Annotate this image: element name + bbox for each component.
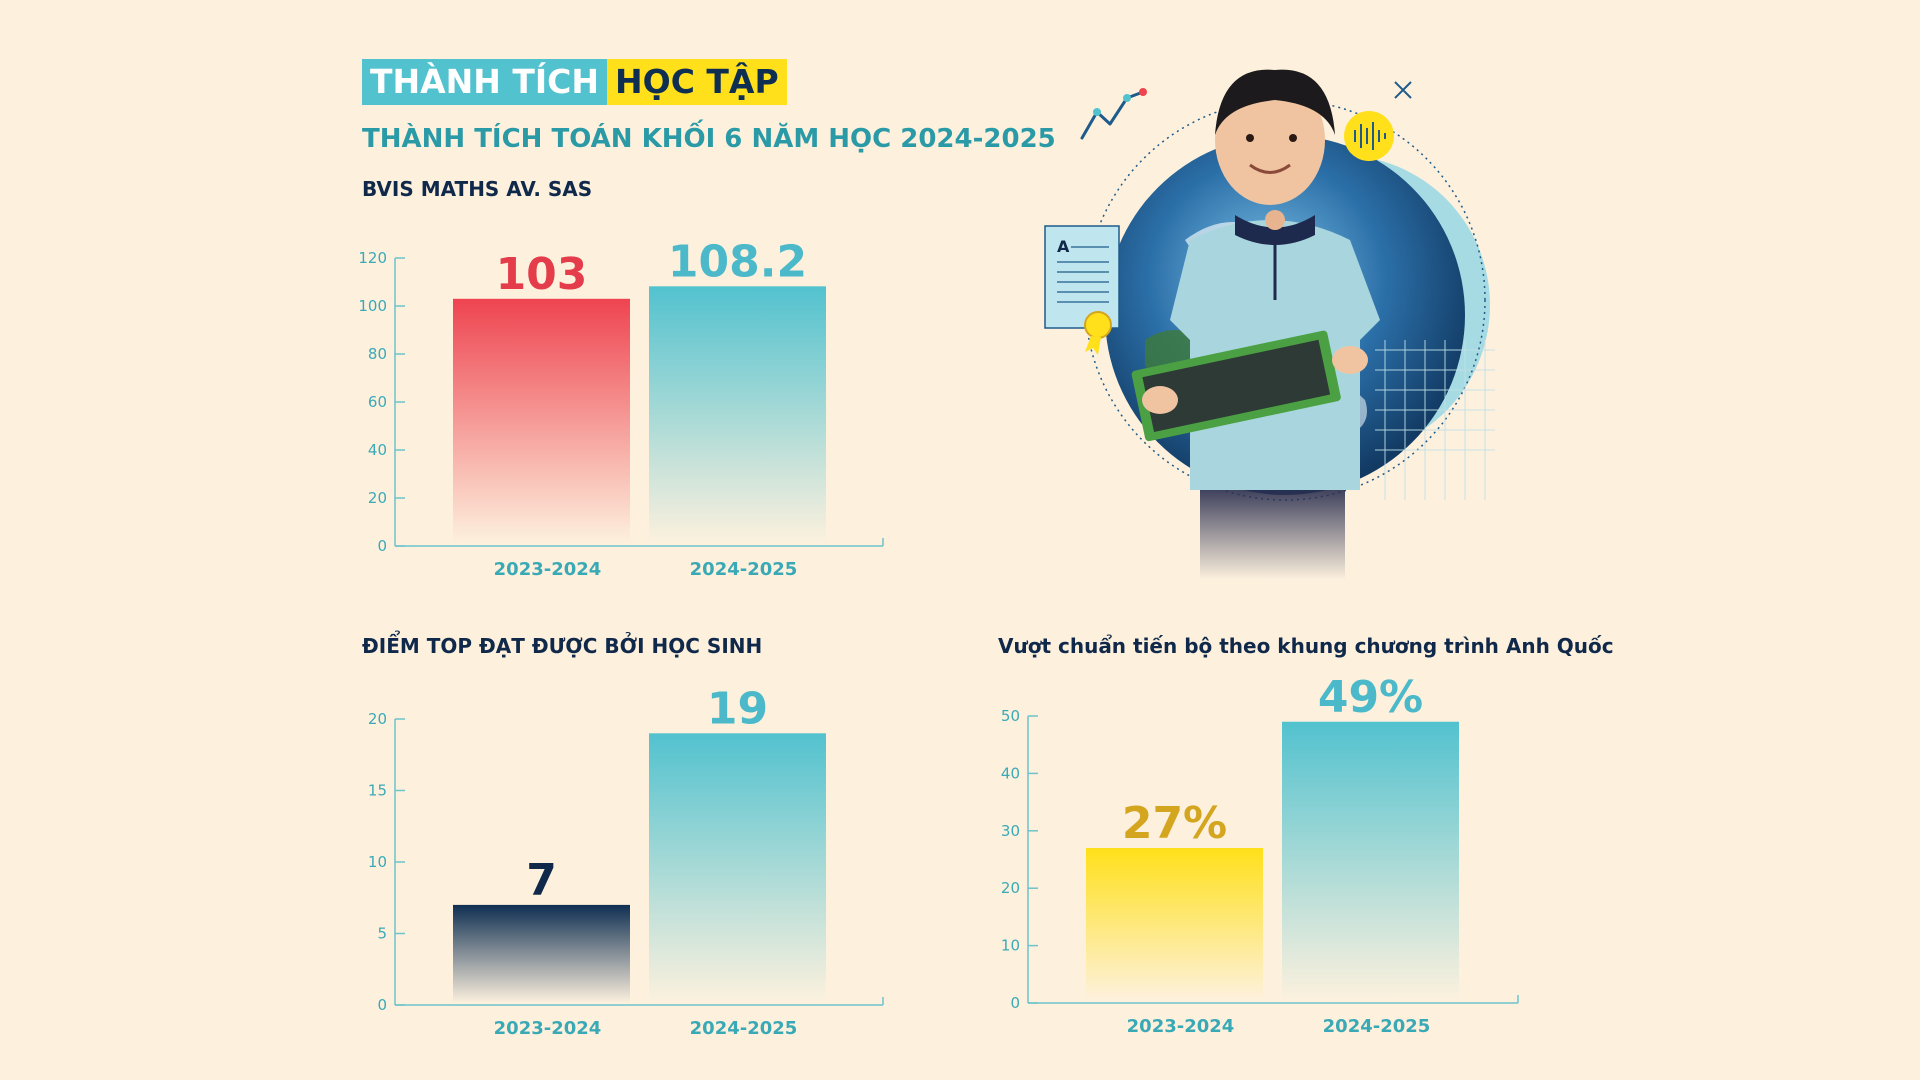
y-tick-label: 100: [358, 297, 387, 315]
y-tick-label: 50: [1001, 707, 1020, 725]
data-label: 7: [526, 855, 557, 906]
award-ribbon-icon: [1084, 311, 1112, 339]
chart-title-progress: Vượt chuẩn tiến bộ theo khung chương trì…: [998, 634, 1614, 658]
x-category-label: 2024-2025: [690, 1018, 798, 1039]
data-label: 103: [496, 249, 588, 300]
page-title: THÀNH TÍCH HỌC TẬP: [362, 59, 787, 105]
y-tick-label: 15: [368, 782, 387, 800]
bar-chart-progress: 0 10 20 30 40 50 27% 2023-2024 49% 2024-2025: [1001, 672, 1519, 1037]
student-photo: [1131, 69, 1380, 580]
chart-title-sas: BVIS MATHS AV. SAS: [362, 177, 593, 201]
title-part-achievement: THÀNH TÍCH: [362, 59, 608, 105]
x-category-label: 2024-2025: [1323, 1016, 1431, 1037]
bar-2023-2024: [453, 904, 630, 1003]
y-tick-label: 5: [377, 925, 387, 943]
data-label: 19: [707, 683, 768, 734]
x-category-label: 2023-2024: [494, 559, 602, 580]
y-tick-label: 120: [358, 249, 387, 267]
student-illustration: A: [1044, 69, 1495, 580]
sound-wave-icon: [1344, 111, 1394, 161]
y-tick-label: 0: [1010, 994, 1020, 1012]
data-label: 27%: [1122, 798, 1227, 849]
data-label: 108.2: [668, 236, 807, 287]
y-tick-label: 10: [368, 853, 387, 871]
page-subtitle: THÀNH TÍCH TOÁN KHỐI 6 NĂM HỌC 2024-2025: [362, 124, 1056, 154]
bar-2024-2025: [649, 286, 826, 544]
y-tick-label: 30: [1001, 822, 1020, 840]
y-tick-label: 10: [1001, 937, 1020, 955]
title-part-learning: HỌC TẬP: [607, 59, 787, 105]
grid-pattern: [1375, 340, 1495, 500]
y-tick-label: 40: [1001, 764, 1020, 782]
y-tick-label: 20: [368, 489, 387, 507]
bar-2023-2024: [453, 298, 630, 544]
x-category-label: 2023-2024: [494, 1018, 602, 1039]
sparkle-icon: [1394, 81, 1412, 99]
y-tick-label: 40: [368, 441, 387, 459]
certificate-icon: [1044, 225, 1120, 329]
line-graph-icon: [1080, 90, 1145, 140]
bar-2024-2025: [649, 733, 826, 1003]
x-category-label: 2023-2024: [1127, 1016, 1235, 1037]
bar-2024-2025: [1282, 721, 1459, 1001]
y-tick-label: 0: [377, 996, 387, 1014]
y-tick-label: 0: [377, 537, 387, 555]
y-tick-label: 20: [1001, 879, 1020, 897]
data-label: 49%: [1318, 672, 1423, 723]
x-category-label: 2024-2025: [690, 559, 798, 580]
y-tick-label: 20: [368, 710, 387, 728]
certificate-letter: A: [1057, 237, 1070, 256]
bar-2023-2024: [1086, 848, 1263, 1001]
chart-title-top-score: ĐIỂM TOP ĐẠT ĐƯỢC BỞI HỌC SINH: [362, 634, 763, 658]
bar-chart-top-score: 0 5 10 15 20 7 2023-2024 19 2024-2025: [368, 683, 884, 1039]
y-tick-label: 60: [368, 393, 387, 411]
y-tick-label: 80: [368, 345, 387, 363]
bar-chart-sas: 0 20 40 60 80 100 120 103 2023-2024 108.2 2024-202…: [358, 236, 884, 580]
